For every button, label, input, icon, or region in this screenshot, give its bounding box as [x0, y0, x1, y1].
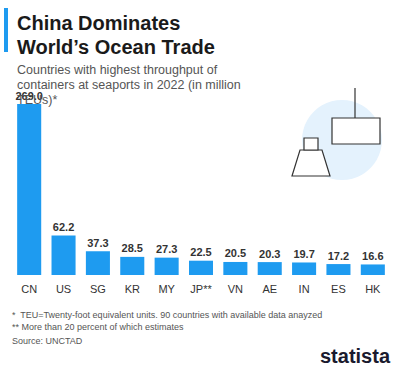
- svg-text:US: US: [56, 283, 71, 295]
- svg-text:CN: CN: [21, 283, 37, 295]
- svg-text:TEUs)*: TEUs)*: [17, 93, 57, 107]
- svg-text:28.5: 28.5: [122, 242, 143, 254]
- svg-text:37.3: 37.3: [87, 237, 108, 249]
- svg-text:statista: statista: [320, 345, 391, 367]
- svg-text:16.6: 16.6: [362, 250, 383, 262]
- svg-text:MY: MY: [158, 283, 175, 295]
- svg-text:17.2: 17.2: [328, 250, 349, 262]
- svg-text:Countries with highest through: Countries with highest throughput of: [17, 63, 221, 77]
- svg-text:Source: UNCTAD: Source: UNCTAD: [12, 336, 83, 346]
- svg-text:China Dominates: China Dominates: [17, 12, 186, 34]
- svg-text:20.5: 20.5: [225, 247, 246, 259]
- svg-text:20.3: 20.3: [259, 248, 280, 260]
- svg-text:19.7: 19.7: [293, 248, 314, 260]
- svg-text:** More than 20 percent of whi: ** More than 20 percent of which estimat…: [12, 322, 184, 332]
- svg-text:62.2: 62.2: [53, 221, 74, 233]
- svg-text:SG: SG: [90, 283, 106, 295]
- svg-text:VN: VN: [228, 283, 243, 295]
- svg-text:* TEU=Twenty-foot equivalent: * TEU=Twenty-foot equivalent units. 90 c…: [12, 310, 322, 320]
- svg-text:IN: IN: [299, 283, 310, 295]
- svg-text:containers at seaports in 2022: containers at seaports in 2022 (in milli…: [17, 78, 244, 92]
- svg-text:ES: ES: [331, 283, 346, 295]
- svg-text:AE: AE: [262, 283, 277, 295]
- svg-text:HK: HK: [365, 283, 381, 295]
- svg-text:KR: KR: [125, 283, 140, 295]
- svg-text:27.3: 27.3: [156, 243, 177, 255]
- svg-text:22.5: 22.5: [190, 246, 211, 258]
- svg-text:World’s Ocean Trade: World’s Ocean Trade: [17, 36, 215, 58]
- svg-text:JP**: JP**: [190, 283, 212, 295]
